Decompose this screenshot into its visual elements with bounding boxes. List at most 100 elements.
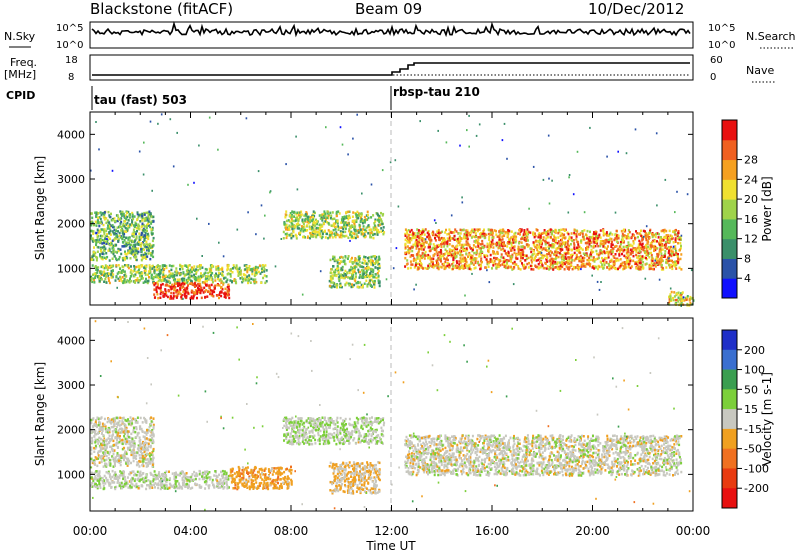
echo-cell bbox=[680, 302, 683, 305]
echo-cell bbox=[124, 226, 127, 230]
echo-cell bbox=[261, 268, 264, 272]
cpid-mode-2: rbsp-tau 210 bbox=[393, 85, 480, 99]
echo-cell bbox=[681, 299, 684, 302]
echo-cell bbox=[611, 233, 614, 236]
echo-cell bbox=[504, 244, 507, 247]
echo-cell bbox=[422, 267, 424, 270]
echo-cell bbox=[397, 205, 400, 208]
echo-cell bbox=[329, 258, 332, 262]
echo-cell bbox=[357, 270, 360, 274]
echo-cell bbox=[487, 248, 490, 251]
echo-cell bbox=[133, 224, 135, 227]
echo-cell bbox=[120, 271, 123, 274]
echo-cell bbox=[197, 288, 200, 291]
echo-cell bbox=[110, 445, 113, 448]
echo-cell bbox=[118, 279, 121, 282]
echo-cell bbox=[675, 228, 677, 232]
echo-cell bbox=[438, 237, 441, 240]
echo-cell bbox=[140, 248, 143, 251]
echo-cell bbox=[506, 261, 508, 264]
echo-cell bbox=[432, 257, 435, 260]
echo-cell bbox=[420, 262, 422, 265]
echo-cell bbox=[340, 267, 343, 270]
echo-cell bbox=[549, 262, 552, 265]
echo-cell bbox=[612, 260, 615, 263]
echo-cell bbox=[103, 232, 106, 235]
echo-cell bbox=[526, 228, 529, 231]
echo-cell bbox=[225, 292, 227, 295]
echo-cell bbox=[345, 234, 348, 238]
echo-cell bbox=[121, 265, 124, 268]
echo-cell bbox=[229, 273, 232, 276]
echo-cell bbox=[367, 266, 370, 269]
echo-cell bbox=[163, 264, 166, 267]
echo-cell bbox=[600, 249, 603, 253]
echo-cell bbox=[295, 223, 298, 226]
echo-cell bbox=[410, 245, 413, 249]
echo-cell bbox=[468, 114, 470, 117]
echo-cell bbox=[135, 227, 138, 230]
echo-cell bbox=[106, 227, 109, 230]
echo-cell bbox=[192, 268, 195, 271]
echo-cell bbox=[114, 279, 117, 282]
echo-cell bbox=[554, 260, 557, 264]
echo-cell bbox=[121, 447, 124, 451]
echo-cell bbox=[664, 178, 667, 181]
echo-cell bbox=[147, 216, 150, 220]
echo-cell bbox=[131, 251, 134, 254]
echo-cell bbox=[146, 235, 148, 239]
echo-cell bbox=[438, 251, 441, 254]
echo-cell bbox=[345, 211, 348, 214]
echo-cell bbox=[510, 244, 513, 247]
echo-cell bbox=[499, 228, 502, 232]
echo-cell bbox=[470, 268, 473, 271]
echo-cell bbox=[172, 264, 175, 268]
echo-cell bbox=[345, 215, 348, 218]
echo-cell bbox=[210, 274, 212, 277]
echo-cell bbox=[646, 240, 649, 243]
echo-cell bbox=[558, 246, 561, 250]
echo-cell bbox=[589, 264, 591, 268]
echo-cell bbox=[123, 274, 126, 277]
echo-cell bbox=[100, 270, 103, 274]
echo-cell bbox=[503, 234, 506, 237]
echo-cell bbox=[109, 265, 112, 269]
echo-cell bbox=[468, 253, 471, 256]
echo-cell bbox=[589, 263, 592, 266]
echo-cell bbox=[145, 240, 148, 243]
echo-cell bbox=[560, 238, 563, 241]
echo-cell bbox=[563, 258, 566, 262]
echo-cell bbox=[491, 231, 494, 234]
echo-cell bbox=[141, 272, 144, 275]
echo-cell bbox=[147, 445, 150, 448]
echo-cell bbox=[552, 239, 555, 242]
echo-cell bbox=[187, 268, 189, 271]
echo-cell bbox=[427, 243, 430, 246]
echo-cell bbox=[314, 221, 317, 225]
echo-cell bbox=[98, 275, 101, 278]
echo-cell bbox=[443, 242, 446, 246]
echo-cell bbox=[161, 278, 164, 282]
echo-cell bbox=[622, 250, 625, 253]
echo-cell bbox=[658, 241, 661, 244]
echo-cell bbox=[506, 266, 509, 270]
echo-cell bbox=[609, 259, 612, 263]
echo-cell bbox=[644, 230, 646, 233]
echo-cell bbox=[638, 248, 641, 251]
echo-cell bbox=[97, 431, 100, 434]
echo-cell bbox=[668, 249, 670, 252]
echo-cell bbox=[679, 241, 682, 245]
echo-cell bbox=[110, 224, 113, 228]
echo-cell bbox=[160, 283, 163, 287]
echo-cell bbox=[418, 247, 421, 251]
echo-cell bbox=[609, 264, 612, 268]
echo-cell bbox=[347, 218, 350, 221]
echo-cell bbox=[167, 274, 170, 278]
echo-cell bbox=[175, 270, 178, 273]
echo-cell bbox=[680, 238, 682, 241]
echo-cell bbox=[500, 248, 503, 251]
echo-cell bbox=[679, 247, 682, 250]
echo-cell bbox=[224, 296, 227, 299]
echo-cell bbox=[286, 234, 289, 237]
echo-cell bbox=[530, 258, 533, 262]
